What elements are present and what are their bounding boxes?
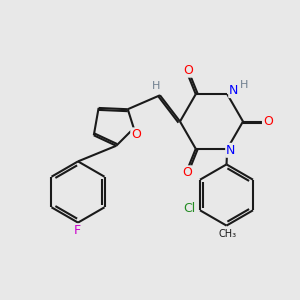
Text: N: N bbox=[226, 144, 236, 157]
Text: H: H bbox=[240, 80, 248, 90]
Text: O: O bbox=[263, 115, 273, 128]
Text: N: N bbox=[229, 84, 239, 97]
Text: O: O bbox=[131, 128, 141, 141]
Text: H: H bbox=[152, 81, 160, 91]
Text: CH₃: CH₃ bbox=[219, 229, 237, 239]
Text: O: O bbox=[182, 166, 192, 179]
Text: O: O bbox=[183, 64, 193, 77]
Text: F: F bbox=[74, 224, 81, 238]
Text: Cl: Cl bbox=[183, 202, 196, 215]
